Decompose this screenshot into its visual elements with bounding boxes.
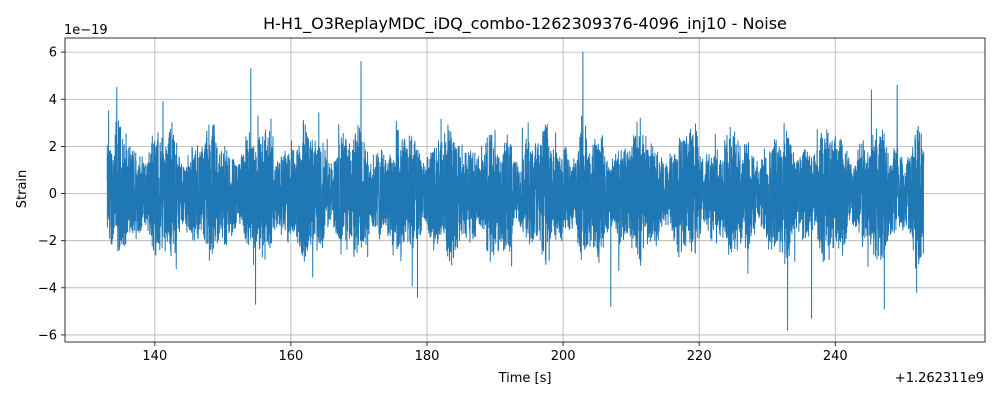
x-tick-label: 220 <box>687 349 712 364</box>
x-tick-label: 200 <box>551 349 576 364</box>
strain-series-line <box>106 51 925 331</box>
y-scale-label: 1e−19 <box>64 23 108 38</box>
x-axis-label: Time [s] <box>498 371 552 386</box>
y-tick-label: −2 <box>38 234 57 249</box>
plot-area <box>106 51 925 331</box>
x-axis-ticks: 140 160 180 200 220 240 <box>142 342 848 364</box>
y-tick-label: −4 <box>38 281 57 296</box>
x-tick-label: 240 <box>823 349 848 364</box>
y-tick-label: 4 <box>49 93 57 108</box>
axes-frame <box>64 37 986 343</box>
y-tick-label: 6 <box>49 46 57 61</box>
y-axis-label: Strain <box>15 170 30 209</box>
x-tick-label: 140 <box>142 349 167 364</box>
y-tick-label: 0 <box>49 187 57 202</box>
y-tick-label: 2 <box>49 140 57 155</box>
x-tick-label: 180 <box>415 349 440 364</box>
y-axis-ticks: −6 −4 −2 0 2 4 6 <box>38 46 65 343</box>
x-tick-label: 160 <box>279 349 304 364</box>
x-offset-label: +1.262311e9 <box>895 371 984 386</box>
chart-title: H-H1_O3ReplayMDC_iDQ_combo-1262309376-40… <box>263 14 787 34</box>
y-tick-label: −6 <box>38 328 57 343</box>
